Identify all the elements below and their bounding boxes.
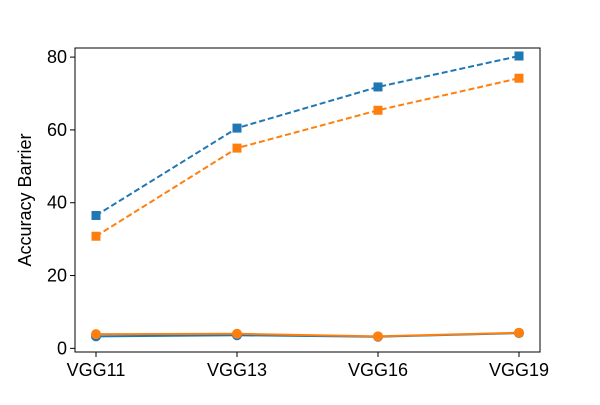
series-4 [91, 327, 524, 342]
data-point-square [373, 105, 383, 115]
y-tick-label: 60 [47, 120, 67, 140]
data-point-square [232, 123, 242, 133]
data-point-square [373, 82, 383, 92]
series-layer [91, 51, 524, 342]
data-point-circle [373, 331, 383, 342]
series-line [95, 77, 520, 238]
data-point-circle [514, 327, 524, 338]
data-point-square [232, 143, 242, 153]
data-point-circle [91, 329, 101, 340]
x-tick-label: VGG13 [207, 360, 267, 380]
series-1 [91, 51, 524, 220]
y-tick-label: 20 [47, 266, 67, 286]
data-point-square [514, 73, 524, 83]
x-tick-label: VGG11 [67, 360, 126, 380]
data-point-square [514, 51, 524, 61]
axis-layer: VGG11 VGG13 VGG16 VGG19 0 20 40 60 80 [47, 47, 549, 380]
plot-frame [74, 47, 541, 353]
series-2 [91, 73, 524, 241]
y-tick-label: 0 [57, 338, 67, 358]
x-tick-label: VGG16 [348, 360, 408, 380]
y-tick-label: 40 [47, 193, 67, 213]
y-tick-label: 80 [47, 47, 67, 67]
y-axis-label: Accuracy Barrier [15, 133, 35, 266]
data-point-square [91, 210, 101, 220]
data-point-circle [232, 328, 242, 339]
x-tick-label: VGG19 [489, 360, 549, 380]
data-point-square [91, 231, 101, 241]
series-line [95, 331, 520, 338]
series-line [95, 55, 520, 217]
